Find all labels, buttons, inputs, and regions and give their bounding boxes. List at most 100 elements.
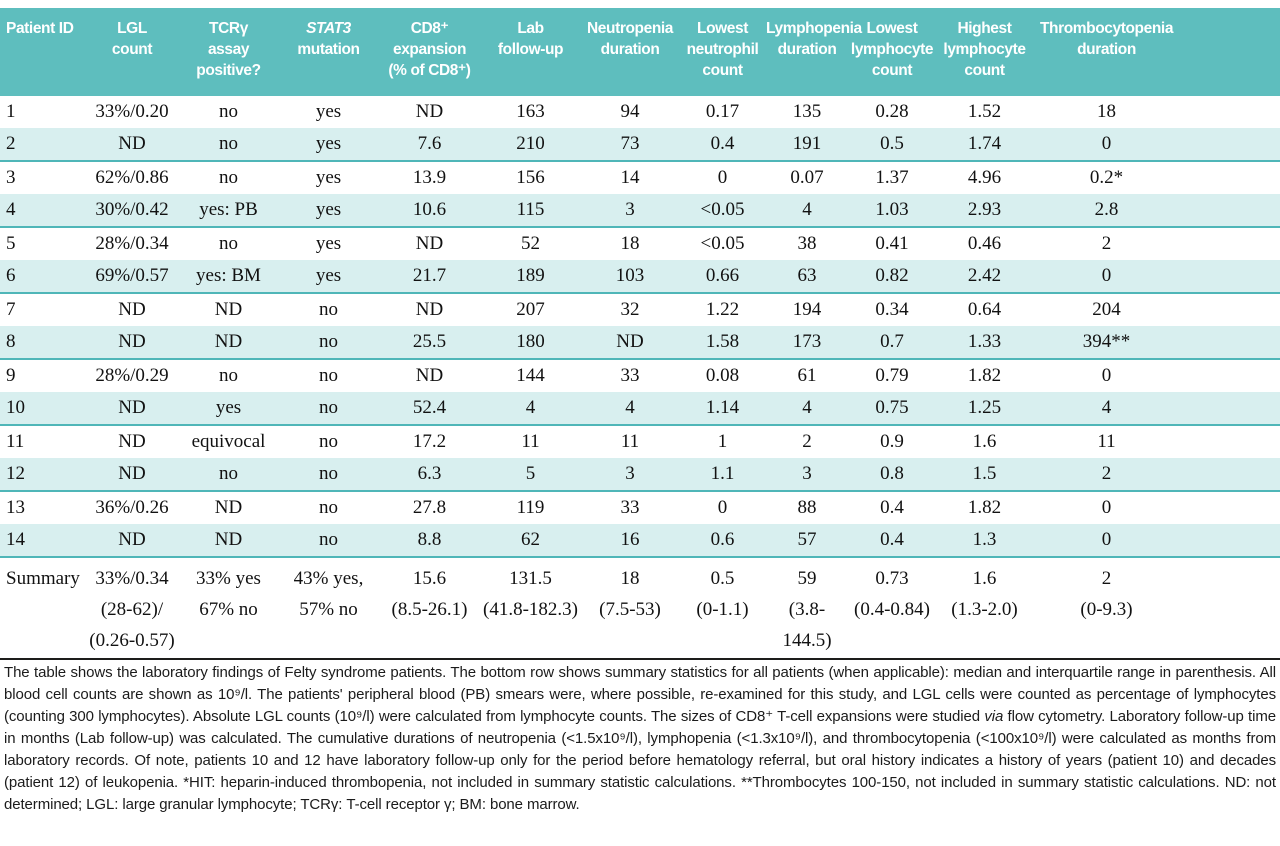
column-header-tcr-gamma-assay-positive: TCRγ assay positive? bbox=[179, 8, 278, 96]
cell-neutropenia-duration: 32 bbox=[620, 299, 640, 320]
cell-tcr-gamma-assay-positive: ND bbox=[179, 524, 278, 558]
column-header-patient-id: Patient ID bbox=[0, 8, 85, 96]
cell-lowest-neutrophil-count: <0.05 bbox=[700, 233, 745, 254]
summary-row: Summary 33%/0.34 (28-62)/ (0.26-0.57) 33% … bbox=[0, 557, 1280, 659]
cell-highest-lymphocyte-count: 2.93 bbox=[936, 194, 1033, 228]
cell-cd8-expansion: 25.5 bbox=[379, 326, 480, 360]
column-header-lab-follow-up: Lab follow-up bbox=[480, 8, 581, 96]
cell-tcr-gamma-assay-positive: ND bbox=[214, 497, 243, 518]
cell-lymphopenia-duration: 38 bbox=[797, 233, 817, 254]
cell-highest-lymphocyte-count: 1.33 bbox=[936, 326, 1033, 360]
summary-cell-lowest-neutrophil-count: 0.5 (0-1.1) bbox=[696, 568, 749, 620]
cell-thrombocytopenia-duration: 204 bbox=[1092, 299, 1121, 320]
cell-neutropenia-duration: 16 bbox=[581, 524, 679, 558]
cell-thrombocytopenia-duration: 4 bbox=[1033, 392, 1280, 426]
cell-lymphopenia-duration: 57 bbox=[766, 524, 848, 558]
cell-lab-follow-up: 119 bbox=[516, 497, 545, 518]
cell-patient-id: 11 bbox=[6, 431, 25, 452]
cell-lowest-lymphocyte-count: 0.34 bbox=[875, 299, 909, 320]
table-row: 11 ND equivocal no 17.2 11 11 1 2 0.9 1.6 11 bbox=[0, 425, 1280, 458]
cell-thrombocytopenia-duration: 0 bbox=[1033, 260, 1280, 294]
cell-lymphopenia-duration: 0.07 bbox=[790, 167, 824, 188]
cell-neutropenia-duration: 33 bbox=[620, 365, 640, 386]
cell-cd8-expansion: 13.9 bbox=[412, 167, 447, 188]
column-header-lymphopenia-duration: Lymphopenia duration bbox=[766, 8, 862, 96]
cell-tcr-gamma-assay-positive: ND bbox=[214, 299, 243, 320]
cell-tcr-gamma-assay-positive: yes: PB bbox=[179, 194, 278, 228]
cell-cd8-expansion: 10.6 bbox=[379, 194, 480, 228]
cell-lowest-lymphocyte-count: 0.4 bbox=[880, 497, 904, 518]
cell-patient-id: 13 bbox=[6, 497, 25, 518]
cell-highest-lymphocyte-count: 1.5 bbox=[936, 458, 1033, 492]
cell-tcr-gamma-assay-positive: no bbox=[219, 365, 238, 386]
cell-lowest-neutrophil-count: 1.1 bbox=[679, 458, 766, 492]
table-row: 7 ND ND no ND 207 32 1.22 194 0.34 0.64 204 bbox=[0, 293, 1280, 326]
cell-lowest-neutrophil-count: <0.05 bbox=[679, 194, 766, 228]
cell-lymphopenia-duration: 135 bbox=[792, 101, 822, 122]
table-row: 13 36%/0.26 ND no 27.8 119 33 0 88 0.4 1.82 0 bbox=[0, 491, 1280, 524]
cell-highest-lymphocyte-count: 0.64 bbox=[967, 299, 1002, 320]
cell-thrombocytopenia-duration: 0 bbox=[1033, 524, 1280, 558]
cell-lgl-count: ND bbox=[85, 392, 179, 426]
cell-neutropenia-duration: 3 bbox=[581, 458, 679, 492]
cell-highest-lymphocyte-count: 1.52 bbox=[967, 101, 1002, 122]
cell-lab-follow-up: 180 bbox=[480, 326, 581, 360]
cell-highest-lymphocyte-count: 1.82 bbox=[967, 365, 1002, 386]
cell-patient-id: 5 bbox=[6, 233, 16, 254]
cell-neutropenia-duration: 4 bbox=[581, 392, 679, 426]
cell-tcr-gamma-assay-positive: no bbox=[179, 128, 278, 162]
cell-lab-follow-up: 4 bbox=[480, 392, 581, 426]
cell-cd8-expansion: ND bbox=[415, 365, 444, 386]
cell-lab-follow-up: 52 bbox=[521, 233, 540, 254]
lab-findings-table: Patient ID LGL count TCRγ assay positive? STAT… bbox=[0, 8, 1280, 660]
cell-lowest-lymphocyte-count: 0.79 bbox=[875, 365, 909, 386]
cell-stat3-mutation: yes bbox=[278, 194, 379, 228]
cell-cd8-expansion: 21.7 bbox=[379, 260, 480, 294]
cell-highest-lymphocyte-count: 0.46 bbox=[967, 233, 1002, 254]
cell-cd8-expansion: 8.8 bbox=[379, 524, 480, 558]
cell-lowest-lymphocyte-count: 1.03 bbox=[848, 194, 936, 228]
cell-lab-follow-up: 5 bbox=[480, 458, 581, 492]
cell-neutropenia-duration: 3 bbox=[581, 194, 679, 228]
cell-stat3-mutation: no bbox=[278, 524, 379, 558]
table-row: 6 69%/0.57 yes: BM yes 21.7 189 103 0.66 63 0.82 2… bbox=[0, 260, 1280, 294]
cell-lgl-count: 62%/0.86 bbox=[95, 167, 169, 188]
summary-cell-cd8-expansion: 15.6 (8.5-26.1) bbox=[391, 568, 468, 620]
cell-lowest-neutrophil-count: 1.14 bbox=[679, 392, 766, 426]
cell-lgl-count: ND bbox=[118, 431, 146, 452]
cell-lowest-lymphocyte-count: 0.5 bbox=[848, 128, 936, 162]
cell-highest-lymphocyte-count: 1.82 bbox=[967, 497, 1002, 518]
cell-thrombocytopenia-duration: 2 bbox=[1101, 233, 1112, 254]
table-row: 4 30%/0.42 yes: PB yes 10.6 115 3 <0.05 4 1.03 2.9… bbox=[0, 194, 1280, 228]
table-row: 5 28%/0.34 no yes ND 52 18 <0.05 38 0.41 0.46 2 bbox=[0, 227, 1280, 260]
cell-neutropenia-duration: ND bbox=[581, 326, 679, 360]
table-row: 10 ND yes no 52.4 4 4 1.14 4 0.75 1.25 4 bbox=[0, 392, 1280, 426]
summary-cell-highest-lymphocyte-count: 1.6 (1.3-2.0) bbox=[951, 568, 1018, 620]
cell-lab-follow-up: 207 bbox=[516, 299, 545, 320]
cell-lgl-count: 30%/0.42 bbox=[85, 194, 179, 228]
footnote-italic-segment: via bbox=[984, 708, 1004, 725]
cell-lab-follow-up: 144 bbox=[516, 365, 545, 386]
cell-lgl-count: 28%/0.29 bbox=[95, 365, 169, 386]
cell-lowest-neutrophil-count: 0 bbox=[717, 497, 728, 518]
cell-neutropenia-duration: 11 bbox=[620, 431, 640, 452]
cell-lgl-count: ND bbox=[85, 326, 179, 360]
cell-lymphopenia-duration: 63 bbox=[766, 260, 848, 294]
cell-highest-lymphocyte-count: 2.42 bbox=[936, 260, 1033, 294]
column-header-cd8-expansion: CD8⁺ expansion (% of CD8⁺) bbox=[379, 8, 480, 96]
table-row: 14 ND ND no 8.8 62 16 0.6 57 0.4 1.3 0 bbox=[0, 524, 1280, 558]
page: Patient ID LGL count TCRγ assay positive? STAT… bbox=[0, 8, 1280, 813]
cell-neutropenia-duration: 73 bbox=[581, 128, 679, 162]
cell-stat3-mutation: no bbox=[319, 365, 338, 386]
cell-tcr-gamma-assay-positive: no bbox=[219, 233, 238, 254]
cell-neutropenia-duration: 18 bbox=[620, 233, 640, 254]
cell-lowest-lymphocyte-count: 1.37 bbox=[875, 167, 909, 188]
cell-lgl-count: ND bbox=[85, 524, 179, 558]
column-header-lowest-lymphocyte-count: Lowest lymphocyte count bbox=[848, 8, 936, 96]
cell-stat3-mutation: no bbox=[278, 458, 379, 492]
cell-lymphopenia-duration: 173 bbox=[766, 326, 848, 360]
cell-lab-follow-up: 11 bbox=[521, 431, 540, 452]
cell-lymphopenia-duration: 61 bbox=[797, 365, 817, 386]
cell-tcr-gamma-assay-positive: no bbox=[219, 167, 238, 188]
cell-lgl-count: 36%/0.26 bbox=[95, 497, 169, 518]
